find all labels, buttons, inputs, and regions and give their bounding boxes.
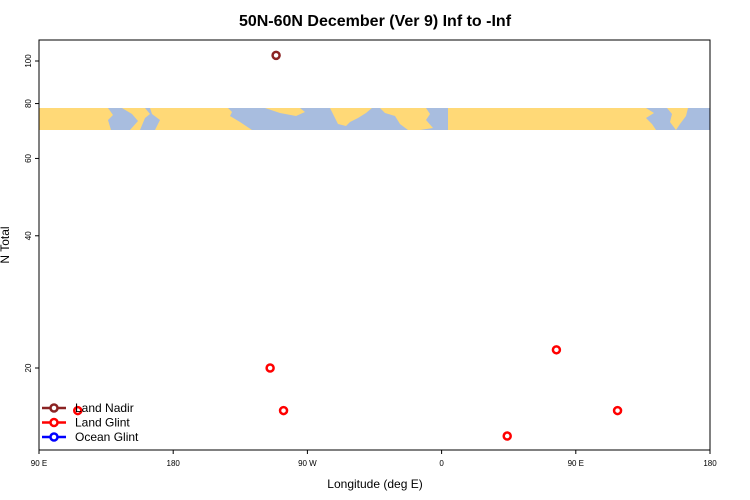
- x-tick-label: 0: [439, 459, 444, 468]
- y-tick-label: 40: [24, 231, 33, 240]
- chart-title: 50N-60N December (Ver 9) Inf to -Inf: [239, 13, 512, 30]
- x-tick-label: 90 E: [568, 459, 584, 468]
- land-glint-point: [73, 405, 83, 416]
- y-axis-label: N Total: [0, 226, 12, 263]
- x-tick-label: 180: [167, 459, 181, 468]
- legend-label: Land Glint: [75, 416, 130, 430]
- land-glint-point: [551, 345, 562, 355]
- y-tick-label: 80: [24, 99, 33, 108]
- x-axis: 90 E 180 90 W 0 90 E 180: [31, 450, 717, 468]
- land-glint-point: [612, 405, 623, 416]
- map-land: [39, 108, 688, 130]
- y-axis: 20 40 60 80 100: [24, 54, 39, 372]
- land-glint-point: [278, 405, 289, 416]
- x-tick-label: 90 E: [31, 459, 47, 468]
- plot-frame: [38, 39, 711, 451]
- legend-label: Land Nadir: [75, 401, 134, 415]
- legend-marker: [49, 417, 59, 428]
- map-band: [39, 108, 710, 130]
- y-tick-label: 100: [24, 54, 33, 68]
- x-axis-label: Longitude (deg E): [327, 477, 422, 491]
- legend-marker: [49, 432, 59, 442]
- legend-marker: [49, 403, 59, 413]
- y-tick-label: 60: [24, 153, 33, 162]
- y-tick-label: 20: [24, 363, 33, 372]
- data-points: [73, 50, 623, 441]
- land-nadir-point: [271, 50, 281, 61]
- land-glint-point: [265, 363, 275, 373]
- land-glint-point: [502, 431, 512, 441]
- x-tick-label: 180: [703, 459, 717, 468]
- x-tick-label: 90 W: [298, 459, 317, 468]
- legend-label: Ocean Glint: [75, 430, 139, 444]
